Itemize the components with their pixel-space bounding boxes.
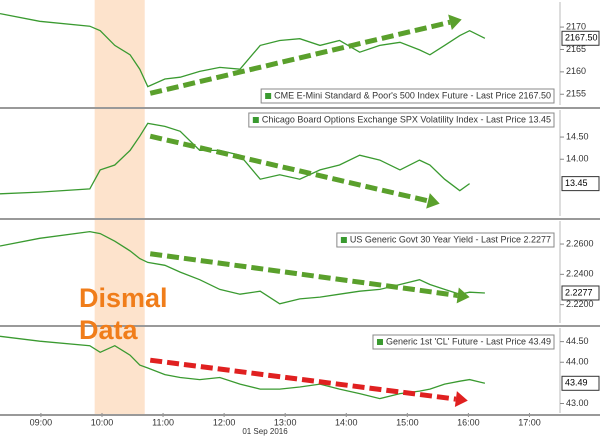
legend-box bbox=[372, 334, 555, 350]
legend-box bbox=[336, 232, 555, 248]
legend-text: US Generic Govt 30 Year Yield - Last Pri… bbox=[350, 234, 551, 244]
x-tick-label: 16:00 bbox=[457, 417, 480, 427]
legend-text: Chicago Board Options Exchange SPX Volat… bbox=[262, 114, 551, 124]
x-tick-label: 09:00 bbox=[30, 417, 53, 427]
y-tick-label: 2.2200 bbox=[566, 299, 594, 309]
y-tick-label: 2165 bbox=[566, 44, 586, 54]
legend-box bbox=[260, 88, 555, 104]
x-tick-label: 12:00 bbox=[213, 417, 236, 427]
x-tick-label: 13:00 bbox=[274, 417, 297, 427]
y-tick-label: 14.50 bbox=[566, 131, 589, 141]
price-line bbox=[0, 122, 470, 195]
price-line bbox=[0, 230, 485, 305]
y-tick-label: 2170 bbox=[566, 21, 586, 31]
annotation-text: Data bbox=[79, 315, 139, 345]
legend-text: CME E-Mini Standard & Poor's 500 Index F… bbox=[274, 90, 551, 100]
legend: Chicago Board Options Exchange SPX Volat… bbox=[248, 112, 555, 128]
y-tick-label: 44.50 bbox=[566, 336, 589, 346]
last-value-label: 43.49 bbox=[565, 378, 588, 388]
x-axis-label: 01 Sep 2016 bbox=[242, 427, 288, 436]
legend-swatch bbox=[376, 339, 383, 345]
legend-swatch bbox=[265, 93, 272, 99]
last-value-label: 13.45 bbox=[565, 178, 588, 188]
legend: CME E-Mini Standard & Poor's 500 Index F… bbox=[260, 88, 555, 104]
last-value-label: 2.2277 bbox=[565, 287, 593, 297]
y-tick-label: 44.00 bbox=[566, 357, 589, 367]
legend-box bbox=[248, 112, 555, 128]
x-tick-label: 15:00 bbox=[396, 417, 419, 427]
y-tick-label: 2.2600 bbox=[566, 238, 594, 248]
x-tick-label: 10:00 bbox=[91, 417, 114, 427]
y-tick-label: 14.00 bbox=[566, 154, 589, 164]
y-tick-label: 2155 bbox=[566, 89, 586, 99]
highlight-band bbox=[94, 0, 145, 415]
price-line bbox=[0, 335, 486, 400]
price-line bbox=[0, 12, 486, 88]
trend-arrow bbox=[149, 133, 429, 204]
x-tick-label: 17:00 bbox=[518, 417, 541, 427]
trend-arrow bbox=[149, 357, 457, 402]
last-value-label: 2167.50 bbox=[565, 33, 598, 43]
legend-swatch bbox=[252, 117, 259, 123]
last-value-box bbox=[561, 176, 600, 192]
arrow-head bbox=[456, 287, 470, 304]
legend-swatch bbox=[340, 237, 347, 243]
legend: US Generic Govt 30 Year Yield - Last Pri… bbox=[336, 232, 555, 248]
legend-text: Generic 1st 'CL' Future - Last Price 43.… bbox=[386, 336, 551, 346]
arrow-head bbox=[454, 391, 468, 408]
last-value-box bbox=[561, 375, 600, 391]
y-tick-label: 43.00 bbox=[566, 398, 589, 408]
arrow-head bbox=[426, 193, 440, 209]
y-tick-label: 2.2400 bbox=[566, 269, 594, 279]
legend: Generic 1st 'CL' Future - Last Price 43.… bbox=[372, 334, 555, 350]
annotation-text: Dismal bbox=[79, 283, 168, 313]
x-tick-label: 14:00 bbox=[335, 417, 358, 427]
last-value-box bbox=[561, 285, 600, 301]
trend-arrow bbox=[149, 251, 459, 298]
x-tick-label: 11:00 bbox=[152, 417, 174, 427]
y-tick-label: 2160 bbox=[566, 66, 586, 76]
trend-arrow bbox=[149, 19, 451, 96]
arrow-head bbox=[448, 14, 462, 31]
last-value-box bbox=[561, 30, 600, 46]
